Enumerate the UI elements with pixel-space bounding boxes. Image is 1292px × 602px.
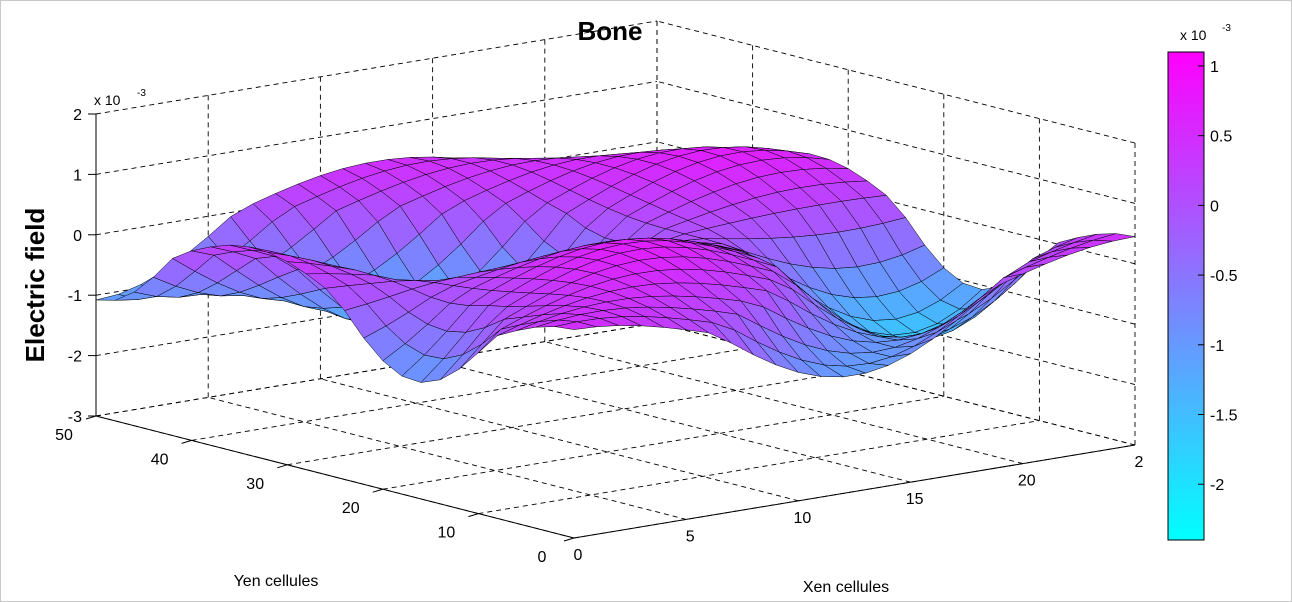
y-tick-mark — [277, 464, 288, 469]
floor-gridline-x — [432, 359, 911, 483]
chart-title: Bone — [578, 16, 643, 46]
y-tick-mark — [85, 415, 97, 420]
colorbar-tick-label: -1.5 — [1210, 408, 1238, 425]
floor-gridline-x — [320, 378, 799, 502]
z-tick-label: -2 — [68, 349, 82, 366]
y-tick-label: 30 — [246, 476, 264, 493]
y-tick-mark — [181, 439, 192, 444]
colorbar: 1 0.5 0 -0.5 -1 -1.5 -2 — [1167, 51, 1238, 541]
back-wall-gridline — [95, 262, 658, 357]
colorbar-tick-label: 0 — [1210, 198, 1219, 215]
y-tick-label: 40 — [151, 451, 169, 468]
z-exponent-power: -3 — [137, 88, 146, 99]
x-tick-label: 5 — [686, 528, 695, 545]
floor-gridline-y — [191, 346, 753, 441]
surface-mesh — [95, 146, 1136, 383]
y-tick-label: 20 — [342, 500, 360, 517]
y-tick-mark — [372, 488, 383, 493]
side-wall-gridline — [656, 20, 1136, 144]
colorbar-gradient — [1167, 51, 1205, 541]
back-wall-gridline — [95, 20, 658, 115]
surface-cell — [554, 321, 597, 330]
y-axis-label: Yen cellules — [234, 573, 319, 590]
y-tick-label: 10 — [438, 525, 456, 542]
colorbar-exponent-label: x 10 -3 — [1180, 23, 1231, 43]
floor-gridline-y — [382, 395, 944, 490]
colorbar-tick-label: -0.5 — [1210, 268, 1238, 285]
x-tick-label: 10 — [794, 510, 812, 527]
side-wall-gridline — [656, 80, 1136, 204]
colorbar-tick-label: -2 — [1210, 477, 1224, 494]
z-tick-label: 0 — [73, 228, 82, 245]
y-tick-mark — [468, 513, 479, 518]
x-tick-label: 2 — [1135, 454, 1144, 471]
floor-gridline-y — [478, 420, 1040, 515]
side-wall-gridline — [656, 322, 1136, 446]
x-axis-label: Xen cellules — [803, 579, 889, 596]
floor-gridline-y — [287, 371, 849, 466]
z-tick-label: -1 — [68, 288, 82, 305]
x-tick-label: 20 — [1018, 473, 1036, 490]
y-tick-label: 0 — [538, 549, 547, 566]
z-exponent-base: x 10 — [94, 92, 121, 108]
z-tick-label: -3 — [68, 409, 82, 426]
z-tick-label: 2 — [73, 107, 82, 124]
back-wall-gridline — [95, 80, 658, 175]
z-axis-label: Electric field — [20, 208, 50, 363]
back-wall-gridline — [95, 141, 658, 236]
x-tick-label: 0 — [574, 547, 583, 564]
floor-gridline-x — [208, 396, 687, 520]
side-wall-gridline — [656, 141, 1136, 265]
z-exponent-label: x 10 -3 — [94, 88, 146, 108]
colorbar-tick-label: 1 — [1210, 59, 1219, 76]
y-tick-mark — [563, 537, 575, 542]
back-wall-gridline — [95, 322, 658, 417]
y-axis-line — [95, 415, 575, 539]
colorbar-tick-label: 0.5 — [1210, 129, 1232, 146]
z-tick-label: 1 — [73, 167, 82, 184]
colorbar-exponent-power: -3 — [1222, 23, 1231, 34]
floor-gridline-x — [544, 341, 1023, 465]
colorbar-exponent-base: x 10 — [1180, 27, 1207, 43]
y-tick-label: 50 — [55, 427, 73, 444]
x-axis-line — [573, 444, 1136, 539]
colorbar-tick-label: -1 — [1210, 338, 1224, 355]
x-tick-label: 15 — [906, 491, 924, 508]
